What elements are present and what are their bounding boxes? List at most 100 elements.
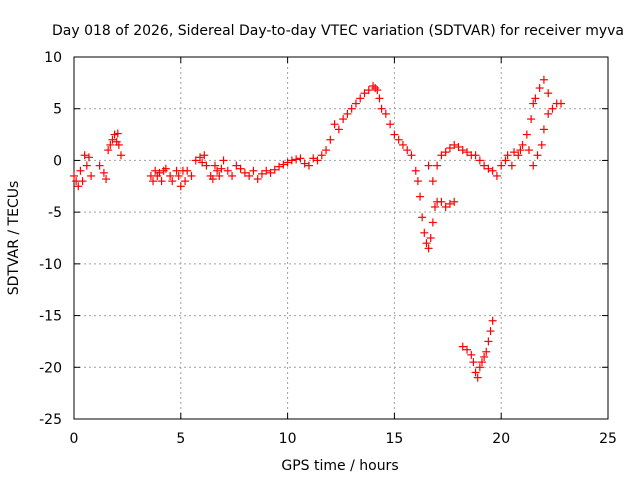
data-point xyxy=(488,316,497,325)
data-point xyxy=(196,153,205,162)
data-point xyxy=(450,197,459,206)
data-point xyxy=(428,177,437,186)
data-point xyxy=(522,130,531,139)
data-point xyxy=(78,177,87,186)
data-point xyxy=(313,156,322,165)
data-point xyxy=(422,239,431,248)
data-point xyxy=(398,140,407,149)
data-point xyxy=(257,169,266,178)
data-point xyxy=(486,327,495,336)
data-point xyxy=(151,166,160,175)
data-point xyxy=(70,171,78,180)
data-point xyxy=(102,175,111,184)
data-point xyxy=(514,151,523,160)
data-point xyxy=(433,161,442,170)
x-tick-label: 0 xyxy=(70,431,79,447)
data-point xyxy=(557,99,566,108)
data-point xyxy=(317,151,326,160)
data-point xyxy=(309,154,318,163)
data-point xyxy=(544,89,553,98)
data-point xyxy=(529,99,538,108)
data-point xyxy=(187,171,196,180)
data-point xyxy=(334,125,343,134)
data-point xyxy=(492,171,501,180)
y-tick-label: -25 xyxy=(39,412,62,428)
data-point xyxy=(403,146,412,155)
data-point xyxy=(296,154,305,163)
y-tick-label: -20 xyxy=(39,360,62,376)
data-point xyxy=(245,171,254,180)
data-point xyxy=(373,86,382,95)
data-point xyxy=(262,166,271,175)
data-point xyxy=(343,109,352,118)
data-point xyxy=(99,168,108,177)
data-point xyxy=(507,161,516,170)
axis-ticks xyxy=(73,56,609,420)
data-point xyxy=(471,151,480,160)
data-point xyxy=(386,120,395,129)
data-point xyxy=(471,368,480,377)
data-point xyxy=(113,129,122,138)
data-point xyxy=(524,146,533,155)
data-point xyxy=(458,342,467,351)
data-point xyxy=(413,177,422,186)
data-point xyxy=(544,109,553,118)
data-point xyxy=(527,115,536,124)
data-point xyxy=(116,151,125,160)
data-point xyxy=(181,177,190,186)
x-tick-label: 15 xyxy=(385,431,403,447)
data-point xyxy=(176,182,185,191)
data-point xyxy=(381,109,390,118)
data-point xyxy=(463,148,472,157)
data-point xyxy=(424,244,433,253)
x-tick-label: 5 xyxy=(176,431,185,447)
data-point xyxy=(304,161,313,170)
data-point xyxy=(445,144,454,153)
data-point xyxy=(497,161,506,170)
data-point xyxy=(428,218,437,227)
data-point xyxy=(529,161,538,170)
data-point xyxy=(539,125,548,134)
data-point xyxy=(228,171,237,180)
data-point xyxy=(198,158,207,167)
data-point xyxy=(84,153,93,162)
data-point xyxy=(537,140,546,149)
data-point xyxy=(463,345,472,354)
data-point xyxy=(183,166,192,175)
data-point xyxy=(330,120,339,129)
data-point xyxy=(149,177,158,186)
data-point xyxy=(473,373,482,382)
data-point xyxy=(223,166,232,175)
data-point xyxy=(480,161,489,170)
data-point xyxy=(219,156,228,165)
data-point xyxy=(157,177,166,186)
data-point xyxy=(322,146,331,155)
data-point xyxy=(292,155,301,164)
data-point xyxy=(377,104,386,113)
data-point xyxy=(161,164,170,173)
data-point xyxy=(155,168,164,177)
data-point xyxy=(191,156,200,165)
data-point xyxy=(375,94,384,103)
plot-frame xyxy=(73,56,609,420)
data-point xyxy=(482,347,491,356)
tick-labels: 0 5 10 15 20 25 -25 -20 -15 -10 -5 0 5 10 xyxy=(39,50,617,447)
data-point xyxy=(369,81,378,90)
data-point xyxy=(240,168,249,177)
data-point xyxy=(80,151,89,160)
data-point xyxy=(488,166,497,175)
data-point xyxy=(437,197,446,206)
data-point xyxy=(108,135,117,144)
y-tick-label: -10 xyxy=(39,257,62,273)
data-point xyxy=(426,234,435,242)
data-point xyxy=(407,151,416,160)
x-tick-label: 10 xyxy=(279,431,297,447)
data-point xyxy=(469,358,478,367)
data-point xyxy=(351,99,360,108)
data-point xyxy=(236,164,245,173)
data-point xyxy=(430,202,439,211)
data-point xyxy=(356,94,365,103)
data-point xyxy=(360,89,369,98)
data-point xyxy=(215,171,224,180)
